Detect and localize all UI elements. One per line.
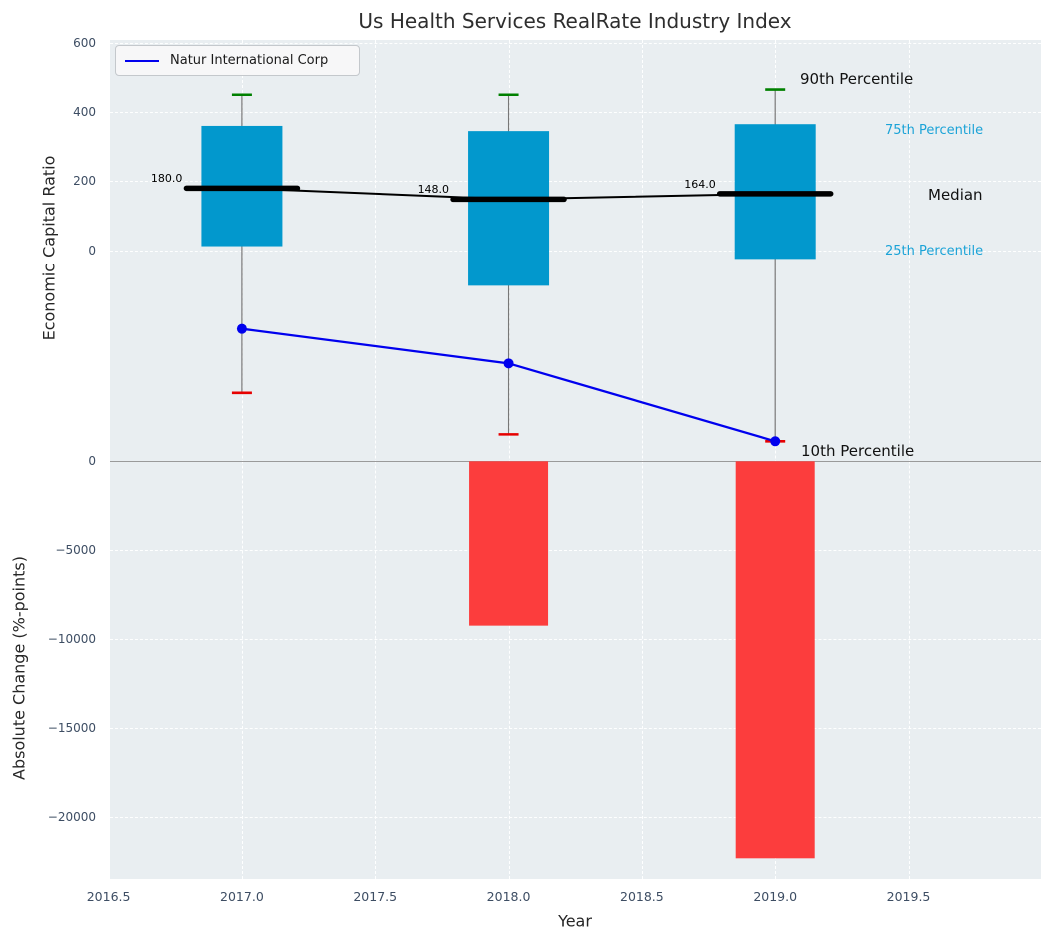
y-tick-label: 600: [73, 35, 96, 50]
x-tick-label: 2019.0: [753, 889, 798, 904]
y-tick-label: 200: [73, 174, 96, 189]
gridline-vertical: [775, 40, 777, 879]
y-tick-label: −20000: [47, 809, 96, 824]
y-tick-label: 0: [88, 453, 96, 468]
chart-title: Us Health Services RealRate Industry Ind…: [358, 9, 792, 33]
gridline-vertical: [241, 40, 243, 879]
legend: Natur International Corp: [115, 45, 360, 76]
gridline-vertical: [908, 40, 910, 879]
y-tick-label: 0: [88, 243, 96, 258]
x-tick-label: 2017.5: [353, 889, 398, 904]
gridline-horizontal: [110, 816, 1041, 818]
y-tick-label: −15000: [47, 720, 96, 735]
zero-baseline: [110, 460, 1041, 462]
x-tick-label: 2018.0: [486, 889, 531, 904]
gridline-horizontal: [110, 42, 1041, 44]
annotation-75th-percentile: 75th Percentile: [885, 123, 984, 138]
annotation-10th-percentile: 10th Percentile: [801, 442, 915, 460]
y-tick-label: −5000: [55, 542, 96, 557]
gridline-horizontal: [110, 727, 1041, 729]
y-axis-label-bottom: Absolute Change (%-points): [9, 556, 29, 780]
gridline-horizontal: [110, 250, 1041, 252]
annotation-median: Median: [928, 186, 983, 204]
annotation-90th-percentile: 90th Percentile: [800, 70, 914, 88]
x-tick-label: 2018.5: [620, 889, 664, 904]
legend-label: Natur International Corp: [170, 53, 329, 68]
gridline-horizontal: [110, 549, 1041, 551]
x-tick-label: 2019.5: [886, 889, 931, 904]
x-tick-label: 2017.0: [220, 889, 264, 904]
y-tick-label: 400: [73, 105, 96, 120]
x-tick-label: 2016.5: [86, 889, 131, 904]
median-value-label: 164.0: [684, 177, 716, 191]
y-tick-label: −10000: [47, 631, 96, 646]
median-value-label: 180.0: [150, 172, 183, 186]
gridline-horizontal: [110, 112, 1041, 114]
y-axis-label-top: Economic Capital Ratio: [39, 155, 59, 341]
gridline-vertical: [375, 40, 377, 879]
gridline-horizontal: [110, 638, 1041, 640]
legend-line-sample: [125, 59, 159, 62]
gridline-vertical: [641, 40, 643, 879]
gridline-horizontal: [110, 181, 1041, 183]
median-value-label: 148.0: [417, 183, 450, 197]
gridline-vertical: [508, 40, 510, 879]
x-axis-label: Year: [558, 911, 592, 931]
annotation-25th-percentile: 25th Percentile: [885, 244, 984, 259]
